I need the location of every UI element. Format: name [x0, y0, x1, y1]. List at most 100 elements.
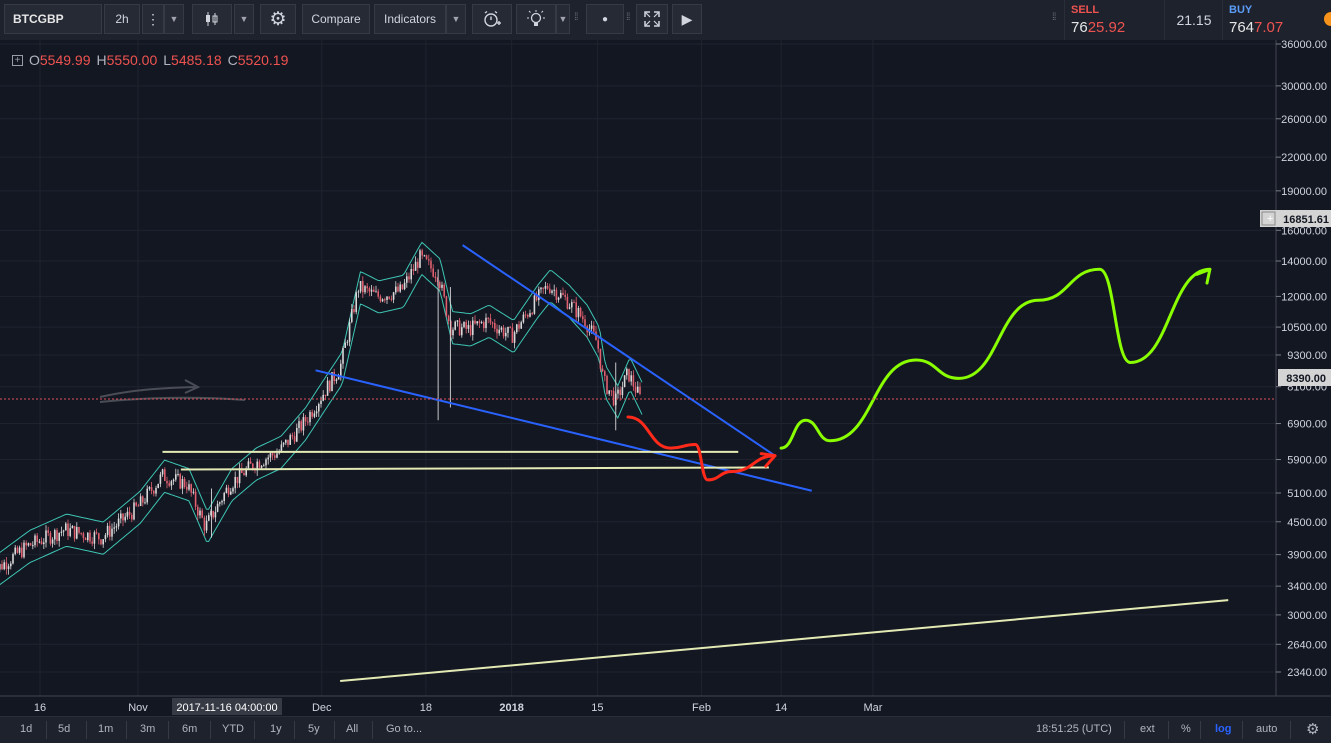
candle-body [487, 317, 489, 319]
candle-body [212, 510, 214, 518]
divider [294, 721, 295, 739]
goto-date-button[interactable]: Go to... [386, 723, 423, 735]
candle-body [628, 368, 630, 382]
candle-body [115, 526, 118, 528]
projection-red[interactable] [626, 415, 777, 482]
interval-button[interactable]: 2h [104, 4, 140, 34]
range-ytd-button[interactable]: YTD [222, 723, 244, 735]
range-3m-button[interactable]: 3m [140, 723, 156, 735]
drag-handle-icon[interactable]: ⁞⁞ [626, 12, 630, 23]
compare-label: Compare [311, 12, 361, 26]
candle-body [467, 325, 470, 329]
more-options-button[interactable]: ⋮ [142, 4, 164, 34]
candle-body [117, 518, 120, 527]
x-tick-label: 2018 [499, 702, 523, 714]
candle-body [300, 421, 302, 431]
compare-button[interactable]: Compare [302, 4, 370, 34]
candle-body [238, 468, 241, 484]
candle-body [223, 492, 225, 502]
plus-icon[interactable]: + [1267, 213, 1273, 225]
price-chart[interactable]: 2340.00 2640.00 3000.00 3400.00 3900.00 4500.… [0, 40, 1331, 716]
candle-body [186, 486, 188, 490]
log-scale-toggle[interactable]: log [1215, 723, 1232, 735]
candle-body [27, 543, 30, 546]
candle-body [113, 527, 115, 529]
candle-body [3, 562, 5, 570]
range-5d-button[interactable]: 5d [58, 723, 71, 735]
range-5y-button[interactable]: 5y [308, 723, 320, 735]
range-1d-button[interactable]: 1d [20, 723, 33, 735]
fullscreen-button[interactable] [636, 4, 668, 34]
support-line-2[interactable] [180, 466, 769, 471]
ideas-button[interactable] [516, 4, 556, 34]
candle-body [359, 280, 362, 292]
indicators-dropdown[interactable]: ▼ [446, 4, 466, 34]
candle-body [533, 295, 536, 314]
candle-body [322, 394, 324, 401]
percent-scale-toggle[interactable]: % [1181, 723, 1191, 735]
falling-trendline-upper[interactable] [462, 244, 776, 457]
candle-body [634, 386, 637, 393]
indicators-button[interactable]: Indicators [374, 4, 446, 34]
sell-button[interactable]: SELL 7625.92 [1064, 0, 1165, 40]
candle-body [577, 308, 580, 318]
interval-dropdown[interactable]: ▼ [164, 4, 184, 34]
candle-body [630, 375, 632, 382]
expand-legend-icon[interactable]: + [12, 54, 23, 66]
candle-body [423, 255, 426, 257]
record-button[interactable]: ● [586, 4, 624, 34]
buy-button[interactable]: BUY 7647.07 [1222, 0, 1331, 40]
chevron-down-icon: ▼ [558, 14, 568, 24]
candle-body [403, 282, 406, 290]
candle-body [604, 371, 606, 376]
divider [210, 721, 211, 739]
candle-body [513, 332, 516, 343]
extended-hours-toggle[interactable]: ext [1140, 723, 1155, 735]
candle-body [274, 455, 276, 458]
arrow-scribble [99, 379, 246, 403]
candle-body [617, 389, 619, 394]
candle-body [148, 487, 151, 489]
symbol-search-button[interactable]: BTCGBP [4, 4, 102, 34]
replay-button[interactable]: ▶ [672, 4, 702, 34]
range-6m-button[interactable]: 6m [182, 723, 198, 735]
settings-button[interactable]: ⚙ [260, 4, 296, 34]
candle-body [265, 459, 267, 466]
long-term-trendline[interactable] [340, 599, 1229, 683]
chevron-down-icon: ▼ [451, 14, 461, 24]
range-all-button[interactable]: All [346, 723, 359, 735]
candle-body [445, 296, 448, 317]
candle-body [414, 261, 417, 271]
low-value: 5485.18 [171, 52, 222, 68]
candle-body [95, 532, 98, 534]
divider [372, 721, 373, 739]
auto-scale-toggle[interactable]: auto [1256, 723, 1278, 735]
time-axis-labels[interactable]: 16 Nov Dec 18 2018 15 Feb 14 Mar [34, 702, 883, 714]
candle-body [304, 417, 307, 422]
chart-style-button[interactable] [192, 4, 232, 34]
candle-body [170, 481, 173, 486]
x-tick-label: 18 [420, 702, 432, 714]
alert-button[interactable] [472, 4, 512, 34]
candle-body [575, 302, 577, 318]
chart-style-dropdown[interactable]: ▼ [234, 4, 254, 34]
candle-body [133, 502, 135, 520]
drag-handle-icon[interactable]: ⁞⁞ [1052, 12, 1056, 23]
candle-body [584, 319, 586, 327]
projection-green[interactable] [779, 267, 1212, 450]
close-value: 5520.19 [237, 52, 289, 68]
range-1m-button[interactable]: 1m [98, 723, 114, 735]
candle-body [190, 484, 192, 493]
gear-icon[interactable]: ⚙ [1306, 721, 1320, 738]
y-tick-label: 6900.00 [1287, 419, 1327, 431]
range-1y-button[interactable]: 1y [270, 723, 282, 735]
candle-body [392, 292, 395, 300]
candle-body [111, 528, 113, 537]
ideas-dropdown[interactable]: ▼ [556, 4, 570, 34]
candle-body [128, 511, 131, 515]
candle-body [159, 474, 162, 484]
candle-body [408, 276, 410, 280]
candle-body [406, 276, 408, 283]
drag-handle-icon[interactable]: ⁞⁞ [574, 12, 578, 23]
price-axis[interactable] [1276, 40, 1331, 696]
